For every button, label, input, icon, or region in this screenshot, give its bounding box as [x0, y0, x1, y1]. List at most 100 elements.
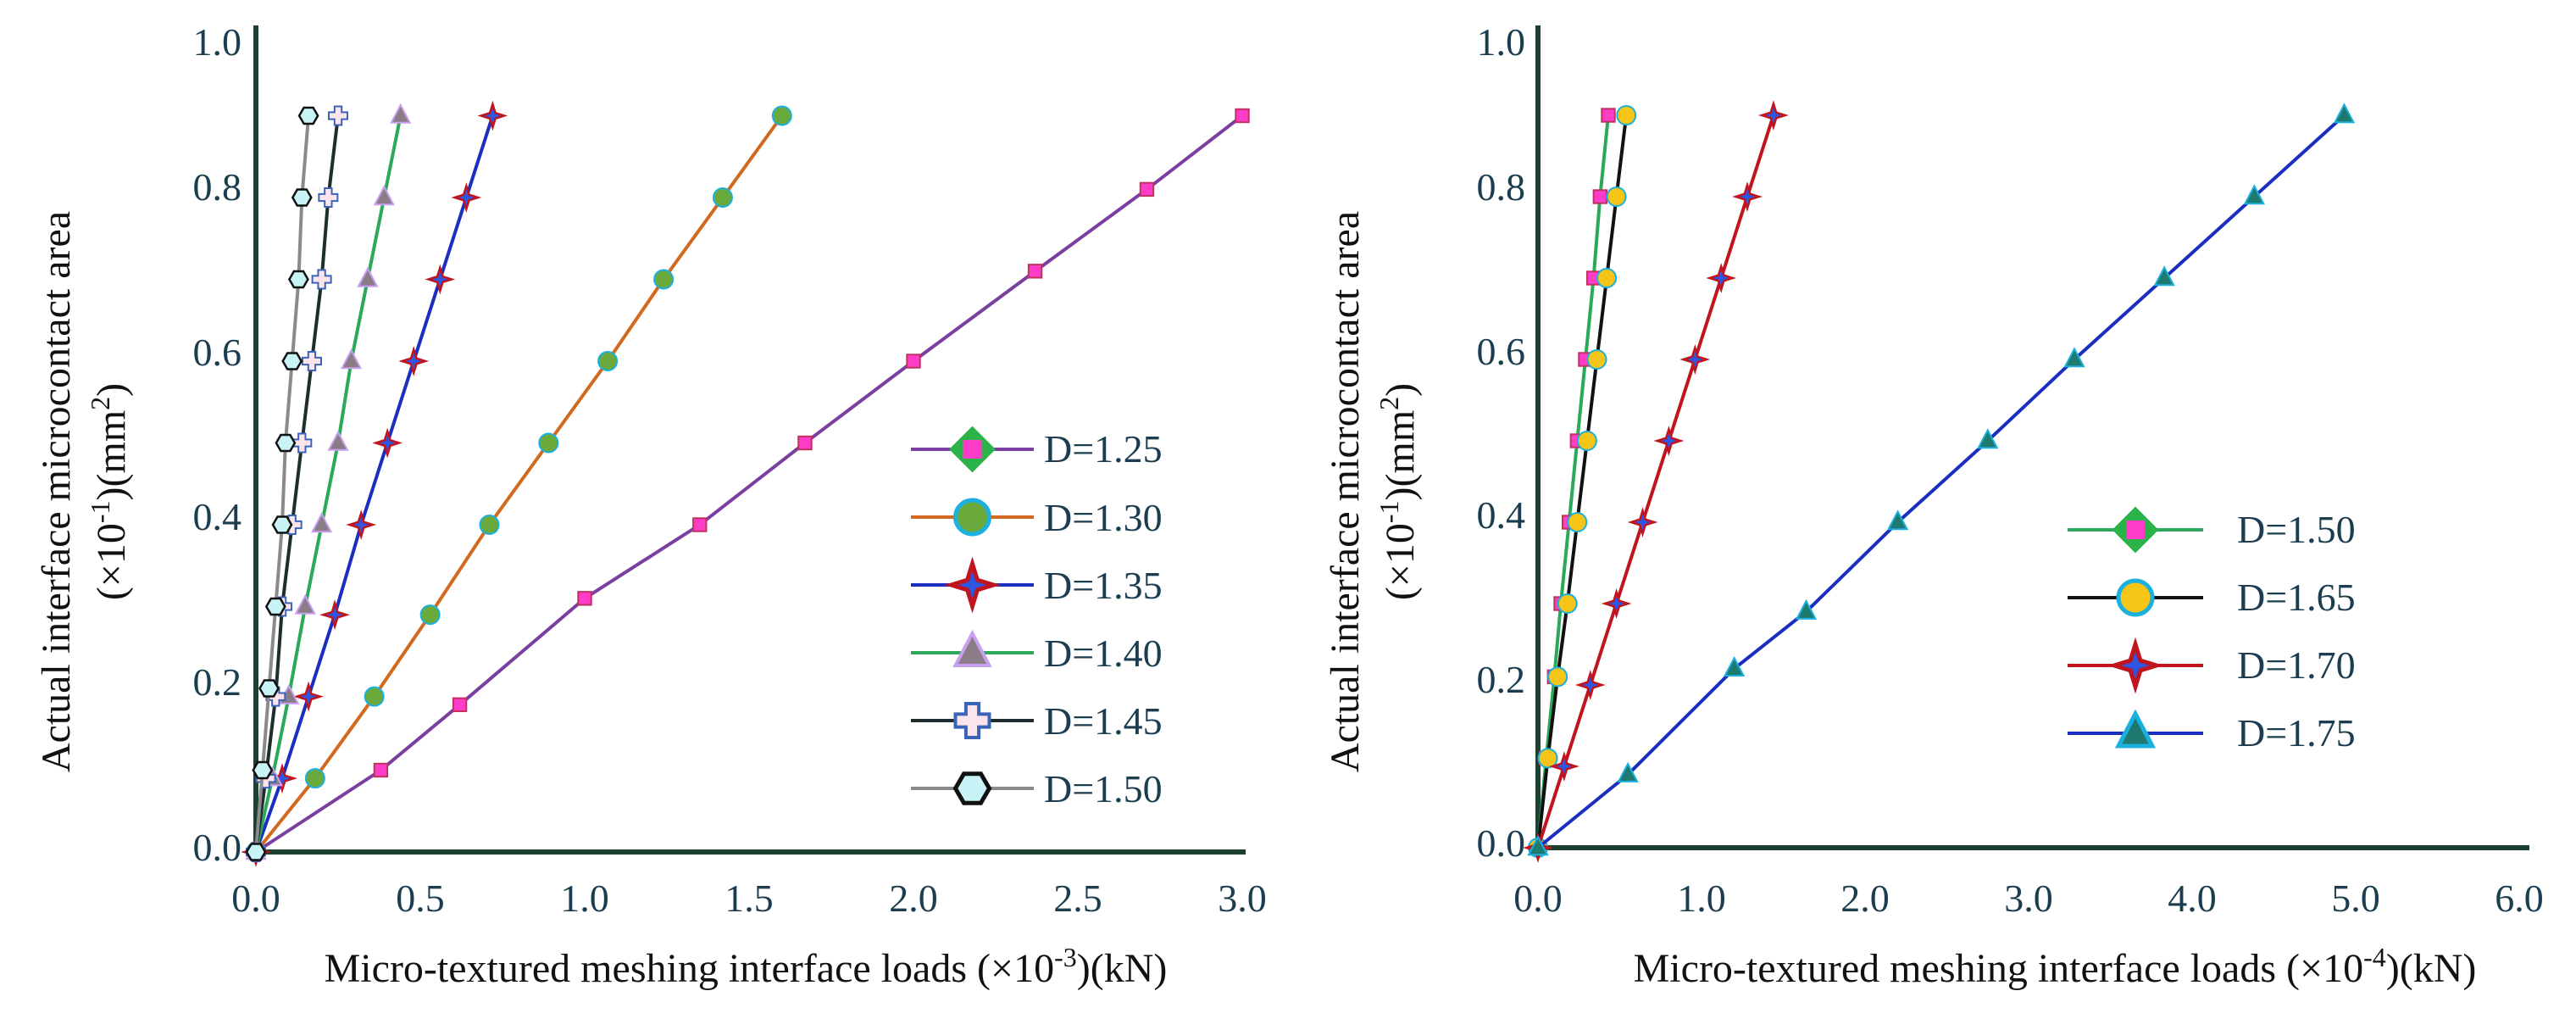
y-axis-label-left: Actual interface microcontact area (×10-… — [34, 211, 134, 772]
y-tick-label: 1.0 — [1477, 20, 1526, 64]
data-point — [1977, 428, 1999, 449]
data-point — [1235, 108, 1250, 124]
legend-label: D=1.25 — [1044, 427, 1163, 470]
data-point — [264, 597, 286, 616]
data-point — [797, 435, 813, 451]
x-tick-label: 1.0 — [1677, 877, 1726, 920]
y-ticks-right: 0.0 0.2 0.4 0.6 0.8 1.0 — [1477, 20, 1526, 865]
data-point — [477, 100, 508, 131]
data-point — [271, 515, 293, 534]
y-tick-label: 0.2 — [193, 660, 242, 704]
legend-label: D=1.70 — [2237, 643, 2356, 687]
legend-entry: D=1.35 — [911, 556, 1163, 614]
series-line — [1536, 114, 2346, 849]
y-axis-label-line1: Actual interface microcontact area — [34, 211, 79, 772]
data-point — [1557, 593, 1578, 614]
y-tick-label: 0.2 — [1477, 658, 1526, 701]
data-point — [293, 681, 325, 712]
legend-symbol — [952, 629, 992, 667]
x-tick-label: 0.0 — [1513, 877, 1563, 920]
series-line — [254, 115, 311, 853]
data-point — [1886, 509, 1909, 531]
data-point — [340, 348, 363, 370]
legend-marker — [911, 629, 1034, 667]
legend-entry: D=1.30 — [911, 496, 1163, 539]
data-point — [1732, 181, 1763, 213]
data-point — [597, 351, 619, 371]
data-point — [1627, 507, 1658, 538]
y-tick-label: 0.4 — [1477, 493, 1526, 537]
data-point — [357, 266, 379, 287]
data-point — [452, 697, 468, 712]
y-tick-label: 0.6 — [193, 331, 242, 374]
data-point — [1547, 666, 1568, 688]
data-point — [577, 591, 592, 606]
data-point — [328, 105, 348, 126]
legend-marker — [2068, 709, 2203, 749]
x-tick-label: 3.0 — [2004, 877, 2053, 920]
data-point — [2333, 103, 2356, 124]
y-tick-label: 0.0 — [193, 826, 242, 869]
legend-label: D=1.35 — [1044, 564, 1163, 607]
x-ticks-left: 0.0 0.5 1.0 1.5 2.0 2.5 3.0 — [231, 877, 1267, 920]
data-point — [1586, 349, 1607, 370]
data-point — [1592, 189, 1608, 204]
data-point — [1616, 105, 1637, 125]
data-point — [1574, 670, 1606, 701]
x-axis-label-right: Micro-textured meshing interface loads (… — [1634, 942, 2477, 991]
y-axis-label-line1: Actual interface microcontact area — [1323, 211, 1368, 772]
data-point — [373, 185, 395, 206]
data-point — [419, 604, 441, 626]
series-line — [1536, 114, 1610, 849]
data-point — [1606, 187, 1627, 207]
data-point — [245, 843, 267, 861]
data-point — [712, 187, 733, 208]
data-point — [692, 517, 708, 532]
series-D=1.40 — [245, 103, 412, 860]
data-point — [275, 433, 297, 453]
data-point — [1601, 588, 1632, 620]
legend-symbol — [953, 702, 991, 739]
y-axis-label-line2: (×10-1)(mm2) — [85, 383, 134, 600]
series-line — [254, 114, 784, 854]
data-point — [1576, 431, 1597, 451]
data-point — [1548, 751, 1579, 782]
data-point — [319, 599, 351, 631]
legend-right: D=1.50 D=1.65 D=1.70 D=1.75 — [2068, 506, 2356, 754]
legend-marker — [911, 426, 1034, 473]
data-point — [372, 427, 403, 459]
data-point — [538, 432, 559, 454]
legend-marker — [2068, 637, 2203, 694]
x-tick-label: 2.5 — [1053, 877, 1102, 920]
legend-symbol — [2107, 637, 2164, 694]
data-point — [327, 430, 349, 451]
series-D=1.30 — [246, 105, 792, 862]
series-D=1.25 — [248, 108, 1250, 860]
series-D=1.50 — [245, 106, 319, 861]
x-tick-label: 1.0 — [560, 877, 609, 920]
data-point — [1027, 264, 1043, 279]
legend-entry: D=1.70 — [2068, 637, 2356, 694]
legend-entry: D=1.75 — [2068, 709, 2356, 754]
y-tick-label: 0.0 — [1477, 821, 1526, 865]
y-axis-label-right: Actual interface microcontact area (×10-… — [1323, 211, 1423, 772]
x-tick-label: 3.0 — [1218, 877, 1267, 920]
legend-entry: D=1.50 — [911, 767, 1163, 810]
data-point — [771, 105, 792, 126]
legend-symbol — [2116, 578, 2155, 617]
y-tick-label: 0.8 — [193, 165, 242, 209]
legend-marker — [911, 556, 1034, 614]
legend-symbol — [944, 556, 1001, 614]
data-point — [1527, 835, 1549, 856]
series-D=1.65 — [1528, 105, 1637, 858]
data-point — [252, 760, 274, 780]
legend-label: D=1.75 — [2237, 711, 2356, 754]
plot-area-right — [1523, 100, 2356, 863]
data-point — [297, 106, 319, 125]
legend-symbol — [953, 498, 991, 537]
data-point — [291, 188, 313, 207]
data-point — [390, 103, 412, 124]
data-point — [1795, 599, 1818, 620]
legend-label: D=1.40 — [1044, 632, 1163, 675]
